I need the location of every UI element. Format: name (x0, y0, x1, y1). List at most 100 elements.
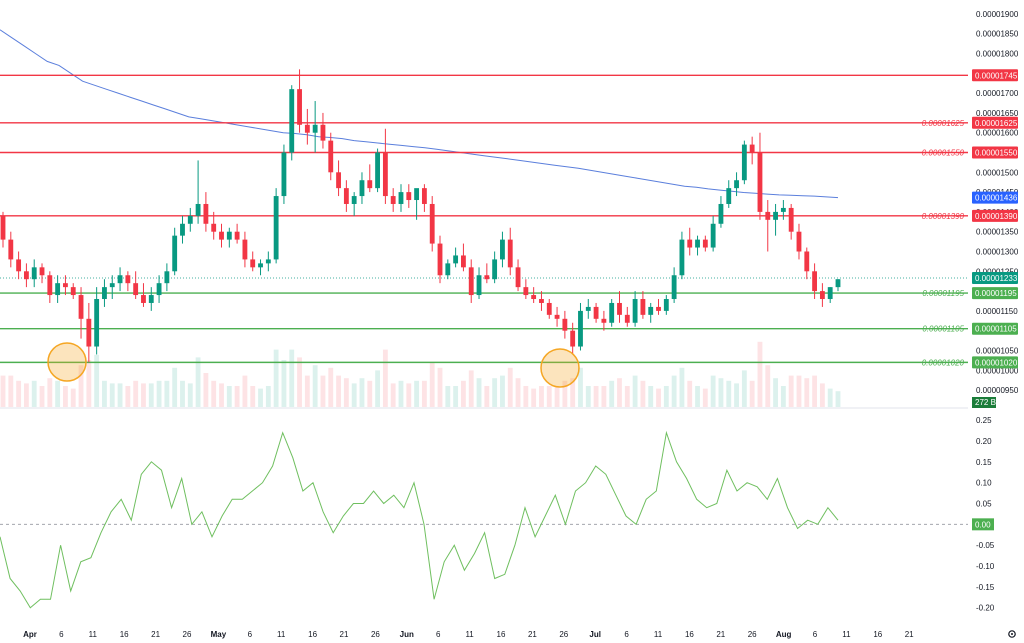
price-tick-label: 0.00001700 (976, 89, 1019, 98)
candle (476, 267, 482, 300)
axis-tags: 0.00001745 0.00001625 0.00001550 0.00001390… (972, 69, 1018, 531)
candle (86, 302, 92, 363)
candle-body (484, 275, 490, 280)
volume-bar (351, 383, 357, 407)
osc-zero-tag: 0.00 (972, 518, 994, 531)
candle (172, 227, 178, 276)
volume-tag-text: 272 B (975, 398, 996, 407)
candle (601, 310, 607, 331)
volume-bar (788, 375, 794, 407)
volume-bar (203, 373, 209, 407)
level-label: 0.00001105 (922, 325, 964, 334)
candle-body (86, 318, 92, 347)
volume-bar (570, 378, 576, 407)
time-tick-label: 26 (559, 630, 568, 639)
price-tick-label: 0.00001150 (976, 307, 1018, 316)
volume-bar (718, 378, 724, 407)
candle-body (819, 291, 825, 300)
settings-gear-icon[interactable] (1008, 630, 1016, 638)
candle (117, 267, 123, 292)
candle-body (461, 255, 466, 268)
volume-bar (648, 386, 654, 407)
candle (819, 283, 825, 307)
candle (827, 287, 833, 303)
candle-body (585, 306, 591, 311)
volume-bar (531, 388, 537, 407)
candle-body (570, 330, 576, 347)
volume-bar (578, 367, 583, 407)
level-label: 0.00001390 (922, 212, 965, 221)
resistance-level-tag-bg (972, 116, 1018, 129)
moving-average (0, 29, 839, 199)
candle (351, 192, 357, 216)
volume-bar (16, 380, 22, 407)
resistance-level-tag: 0.00001390 (972, 209, 1018, 222)
ma-value-tag-bg (972, 191, 1018, 204)
candle (328, 132, 334, 181)
oscillator-axis[interactable]: 0.25 0.20 0.15 0.10 0.05 -0.05 -0.10 -0.15 -0.20 (976, 416, 995, 613)
volume-tag: 272 B (972, 397, 996, 408)
volume-bar (39, 386, 45, 407)
volume-bar (312, 365, 318, 407)
volume-bar (445, 386, 451, 407)
candle (219, 223, 224, 248)
osc-tick-label: 0.25 (976, 416, 992, 425)
candle (484, 263, 490, 284)
volume-bar (656, 388, 661, 407)
volume-bar (63, 386, 68, 407)
time-tick-label: Jul (589, 630, 601, 639)
volume-bar (320, 375, 326, 407)
price-tick-label: 0.00001650 (976, 109, 1019, 118)
time-tick-label: 26 (183, 630, 192, 639)
candle (70, 283, 76, 300)
volume-bar (258, 388, 263, 407)
candle-body (617, 302, 622, 315)
candle-body (8, 239, 14, 260)
volume-bar (226, 386, 232, 407)
volume-bar (234, 386, 240, 407)
candle-body (39, 267, 45, 276)
candle (437, 235, 443, 284)
oscillator-pane (0, 430, 968, 609)
level-label: 0.00001020 (922, 358, 965, 367)
volume-bar (273, 349, 279, 407)
volume-bar (632, 375, 638, 407)
volume-bar (695, 386, 700, 407)
time-axis[interactable]: Apr 6 11 16 21 26 May 6 11 16 21 26 Jun 6 11 16 21 26 Jul 6… (23, 630, 914, 639)
volume-bar (406, 383, 412, 407)
price-tick-label: 0.00001250 (976, 267, 1019, 276)
candle (624, 306, 630, 327)
volume-bar (359, 378, 365, 407)
support-resistance-levels: 0.00001625 0.00001550 0.00001390 0.00001195… (0, 74, 968, 367)
volume-bar (148, 383, 154, 407)
candle-body (265, 259, 271, 264)
volume-bar (109, 383, 115, 407)
volume-bar (453, 386, 459, 407)
volume-bar (70, 388, 76, 407)
time-tick-label: 6 (59, 630, 64, 639)
candle (55, 275, 61, 303)
candle-body (414, 188, 420, 201)
level-label: 0.00001625 (922, 119, 965, 128)
volume-bar (663, 386, 669, 407)
candle (304, 108, 310, 145)
volume-bar (304, 375, 310, 407)
candle-body (164, 271, 170, 284)
candle-body (773, 211, 778, 220)
time-tick-label: 16 (497, 630, 506, 639)
candle-body (578, 310, 583, 347)
volume-bar (593, 386, 599, 407)
candle-body (23, 271, 29, 280)
time-tick-label: 16 (873, 630, 882, 639)
candle-body (695, 239, 700, 248)
candle (773, 203, 778, 236)
candle (382, 128, 388, 204)
volume-bar (437, 367, 443, 407)
volume-bar (421, 380, 427, 407)
price-tick-label: 0.00001900 (976, 10, 1019, 19)
candle (632, 291, 638, 327)
time-tick-label: 6 (436, 630, 441, 639)
volume-bar (710, 375, 716, 407)
candle (734, 172, 739, 197)
